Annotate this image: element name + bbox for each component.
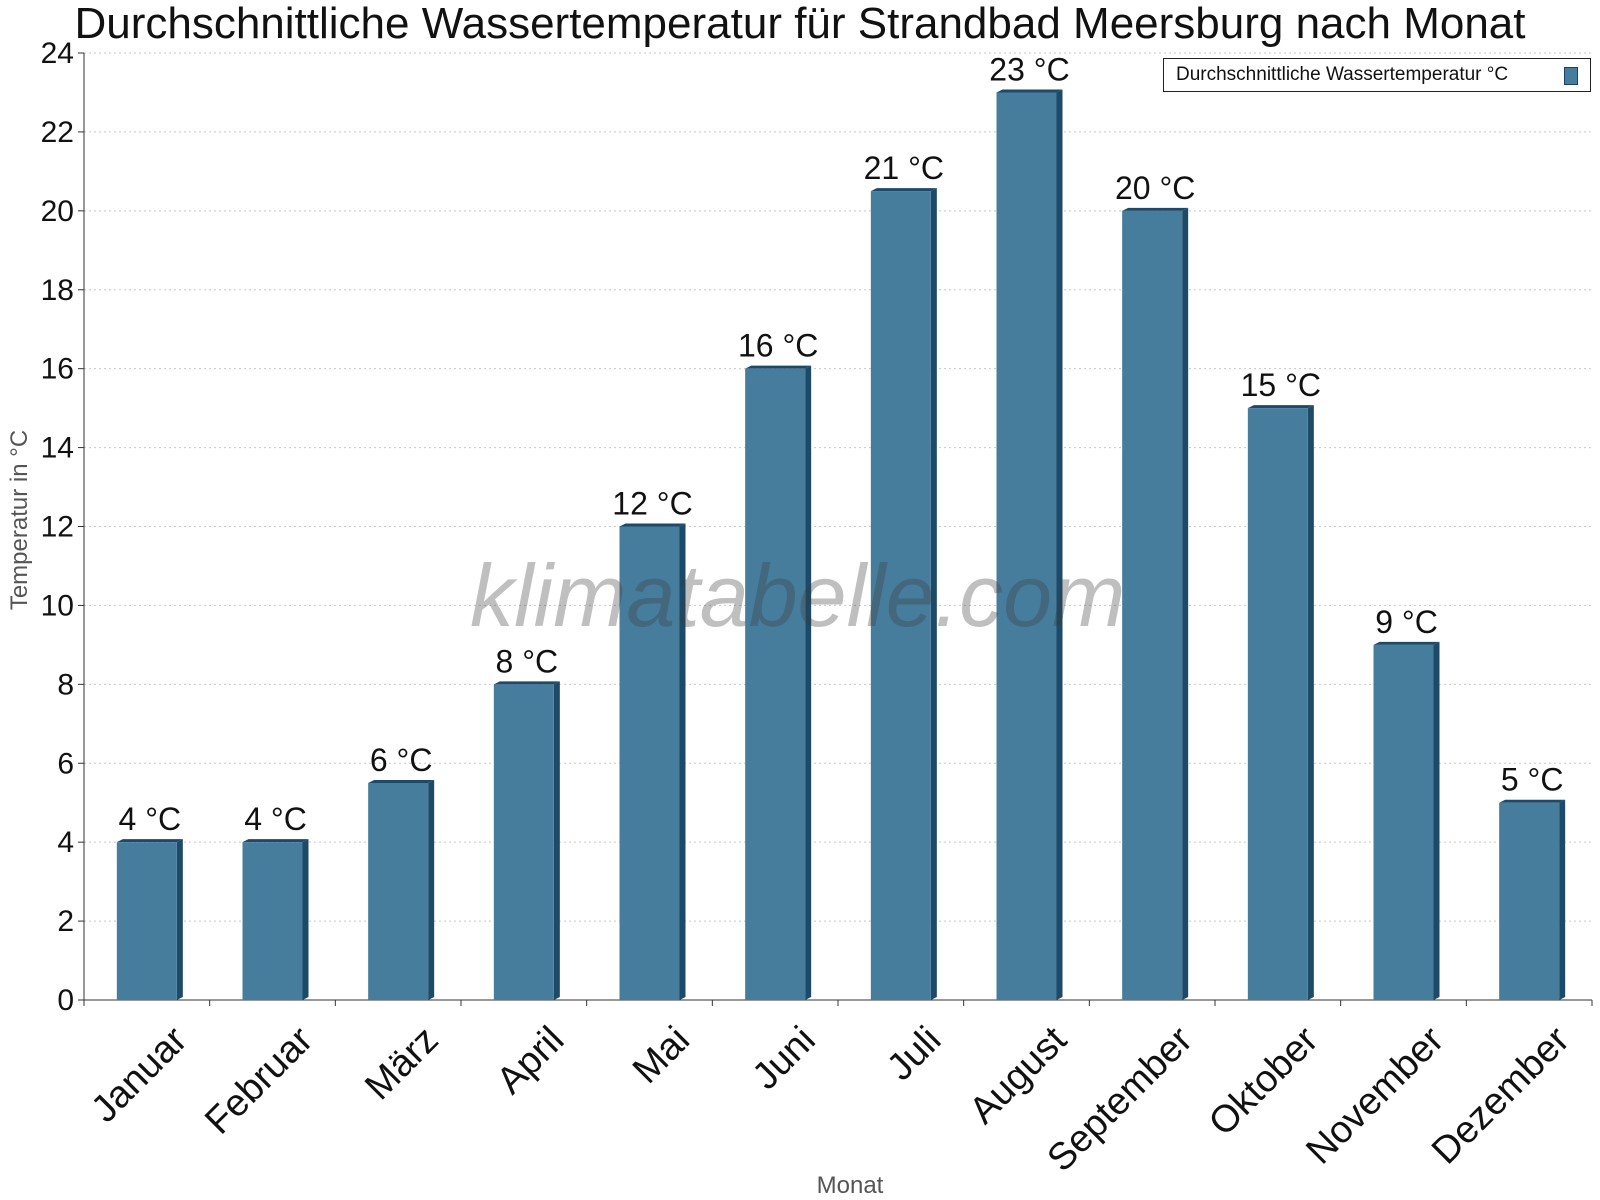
bar [745,368,806,1001]
y-tick-label: 18 [41,274,74,307]
x-tick-label: Januar [83,1019,195,1131]
bar [996,92,1057,1001]
legend-swatch [1564,67,1578,85]
x-tick-label: April [489,1019,572,1102]
bar-top [242,839,309,843]
y-tick-label: 16 [41,353,74,386]
bar-side [302,839,309,1000]
data-label: 9 °C [1375,604,1438,640]
legend: Durchschnittliche Wassertemperatur °C [1163,58,1591,92]
bar-top [368,779,435,783]
bar-side [176,839,183,1000]
y-tick-label: 8 [57,668,74,701]
bar-side [428,779,435,1000]
y-tick-label: 24 [41,37,74,70]
bar-top [1122,207,1189,211]
data-label: 4 °C [119,801,182,837]
watermark: klimatabelle.com [470,546,1126,645]
bar-top [493,681,560,685]
y-axis-title: Temperatur in °C [6,429,33,611]
bar [1122,210,1183,1001]
x-tick-label: August [962,1019,1076,1133]
x-tick-label: Oktober [1201,1019,1327,1145]
bar-side [930,188,937,1000]
chart-title: Durchschnittliche Wassertemperatur für S… [74,0,1526,48]
bar-top [619,523,686,527]
data-label: 5 °C [1501,762,1564,798]
bar [116,842,177,1000]
bar [493,684,554,1000]
bar [368,782,429,1000]
data-label: 16 °C [738,328,818,364]
x-tick-label: Juni [745,1019,824,1098]
data-label: 6 °C [370,742,433,778]
bar [870,191,931,1000]
bar-side [1433,641,1440,1000]
y-tick-label: 0 [57,984,74,1017]
data-label: 15 °C [1241,367,1321,403]
data-label: 12 °C [612,486,692,522]
bar-side [805,365,812,1001]
x-tick-label: Juli [879,1019,949,1089]
bar-top [1499,799,1566,803]
y-tick-label: 22 [41,116,74,149]
data-label: 23 °C [989,51,1069,87]
bar-side [1056,89,1063,1001]
bar-side [553,681,560,1000]
bar-top [870,188,937,192]
bar-side [1559,799,1566,1000]
y-tick-label: 20 [41,195,74,228]
data-label: 21 °C [864,150,944,186]
bar-top [1247,405,1314,409]
y-tick-label: 6 [57,747,74,780]
y-tick-label: 12 [41,511,74,544]
bar [1247,408,1308,1000]
bar-top [996,89,1063,93]
bar-side [1182,207,1189,1001]
y-tick-label: 2 [57,905,74,938]
bar [242,842,303,1000]
data-label: 8 °C [496,643,559,679]
bar-top [1373,641,1440,645]
data-label: 20 °C [1115,170,1195,206]
x-axis-title: Monat [816,1172,884,1199]
x-tick-label: März [357,1019,446,1108]
y-tick-label: 14 [41,432,74,465]
y-tick-label: 4 [57,826,74,859]
legend-label: Durchschnittliche Wassertemperatur °C [1176,64,1509,85]
y-tick-label: 10 [41,589,74,622]
x-tick-label: Februar [197,1019,321,1143]
data-label: 4 °C [244,801,307,837]
x-tick-label: Dezember [1424,1019,1578,1173]
bar [1373,644,1434,1000]
bar-side [679,523,686,1000]
bar-top [116,839,183,843]
x-tick-label: November [1298,1019,1452,1173]
bar [619,526,680,1000]
bar-top [745,365,812,369]
x-tick-label: Mai [625,1019,698,1092]
bar-side [1307,405,1314,1000]
bar [1499,802,1560,1000]
